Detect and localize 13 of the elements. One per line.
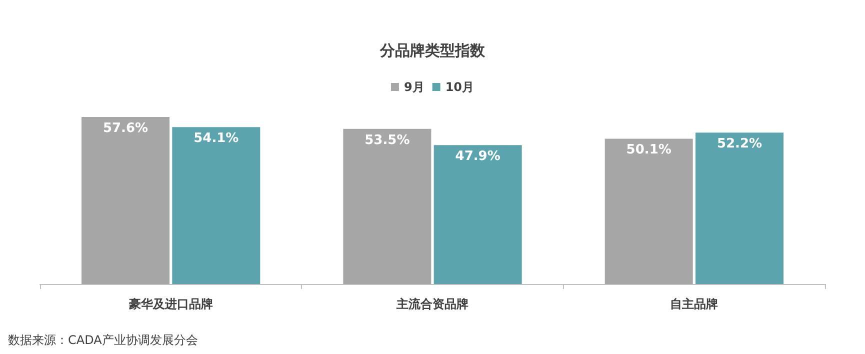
x-tick-label: 豪华及进口品牌 (128, 297, 213, 311)
legend-label: 9月 (404, 80, 424, 94)
data-label: 54.1% (194, 131, 239, 146)
data-label: 52.2% (716, 136, 762, 152)
data-label: 47.9% (455, 149, 500, 164)
chart-title: 分品牌类型指数 (379, 42, 486, 60)
legend-label: 10月 (445, 80, 474, 94)
x-tick-label: 自主品牌 (670, 297, 718, 311)
data-label: 53.5% (364, 132, 410, 148)
data-label: 50.1% (626, 142, 672, 158)
x-tick-label: 主流合资品牌 (396, 297, 468, 311)
source-note: 数据来源：CADA产业协调发展分会 (8, 333, 198, 347)
data-label: 57.6% (102, 120, 148, 136)
